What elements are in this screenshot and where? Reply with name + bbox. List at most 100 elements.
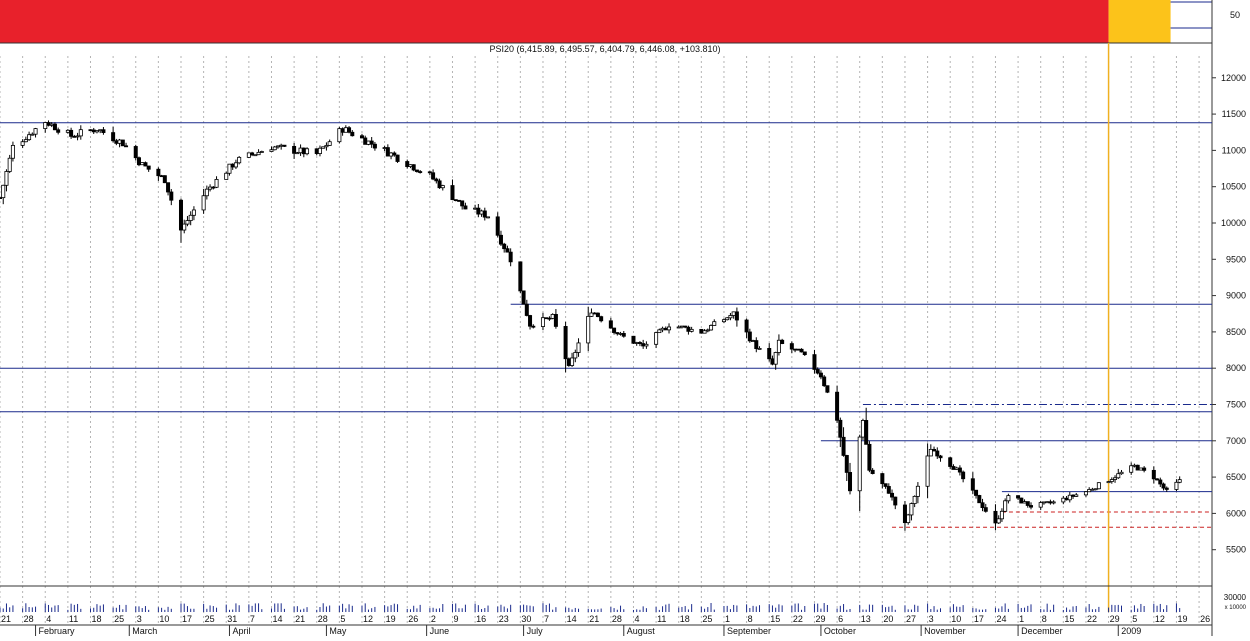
y-tick-label: 8000 bbox=[1226, 363, 1246, 373]
y-tick-label: 7500 bbox=[1226, 399, 1246, 409]
x-day-tick-label: 26 bbox=[1200, 614, 1210, 624]
x-day-tick-label: 26 bbox=[408, 614, 418, 624]
candle-up bbox=[676, 326, 681, 329]
candle-up bbox=[589, 312, 594, 317]
x-day-tick-label: 3 bbox=[929, 614, 934, 624]
x-day-tick-label: 4 bbox=[634, 614, 639, 624]
candle-up bbox=[667, 326, 672, 331]
x-day-tick-label: 17 bbox=[974, 614, 984, 624]
candle-down bbox=[770, 358, 775, 365]
candle-up bbox=[1174, 481, 1179, 490]
candle-down bbox=[799, 348, 804, 353]
x-day-tick-label: 21 bbox=[295, 614, 305, 624]
y-tick-label: 6500 bbox=[1226, 472, 1246, 482]
y-tick-label: 6000 bbox=[1226, 508, 1246, 518]
x-day-tick-label: 12 bbox=[1155, 614, 1165, 624]
candle-up bbox=[43, 122, 48, 129]
candle-up bbox=[382, 147, 387, 149]
candle-up bbox=[253, 154, 258, 157]
candle-up bbox=[4, 171, 9, 186]
x-day-tick-label: 8 bbox=[748, 614, 753, 624]
candle-down bbox=[69, 129, 74, 137]
candle-up bbox=[1119, 471, 1124, 475]
candle-down bbox=[844, 455, 849, 473]
candle-down bbox=[524, 303, 529, 316]
candle-down bbox=[528, 315, 533, 327]
candle-down bbox=[621, 333, 626, 337]
candle-up bbox=[1006, 495, 1011, 502]
candle-up bbox=[479, 210, 484, 215]
candle-down bbox=[612, 327, 617, 333]
candle-up bbox=[540, 317, 545, 327]
candle-down bbox=[88, 129, 93, 132]
candle-up bbox=[570, 357, 575, 366]
candle-down bbox=[744, 319, 749, 333]
candle-up bbox=[389, 152, 394, 157]
x-day-tick-label: 2 bbox=[431, 614, 436, 624]
candle-up bbox=[860, 420, 865, 438]
candle-down bbox=[372, 143, 377, 149]
candle-up bbox=[1, 184, 6, 199]
candle-up bbox=[1074, 494, 1079, 497]
candle-down bbox=[683, 325, 688, 328]
x-day-tick-label: 3 bbox=[137, 614, 142, 624]
candle-up bbox=[1116, 473, 1121, 479]
x-day-tick-label: 21 bbox=[589, 614, 599, 624]
x-day-tick-label: 20 bbox=[883, 614, 893, 624]
x-day-tick-label: 5 bbox=[1132, 614, 1137, 624]
candle-up bbox=[1090, 488, 1095, 491]
candle-up bbox=[317, 147, 322, 154]
candle-down bbox=[166, 182, 171, 193]
candle-up bbox=[321, 146, 326, 149]
candle-down bbox=[456, 199, 461, 202]
candle-down bbox=[395, 154, 400, 162]
x-day-tick-label: 29 bbox=[815, 614, 825, 624]
x-day-tick-label: 5 bbox=[340, 614, 345, 624]
candle-up bbox=[1003, 500, 1008, 512]
candle-up bbox=[343, 127, 348, 133]
candle-down bbox=[825, 385, 830, 393]
candle-down bbox=[250, 152, 255, 156]
candle-down bbox=[870, 469, 875, 474]
x-month-tick-label: October bbox=[824, 626, 856, 636]
candle-up bbox=[773, 352, 778, 365]
candle-down bbox=[789, 343, 794, 350]
candle-up bbox=[78, 129, 83, 137]
candle-up bbox=[224, 172, 229, 180]
volume-scale-sublabel: x 10000 bbox=[1225, 605, 1247, 611]
candle-up bbox=[1087, 489, 1092, 493]
candle-down bbox=[880, 473, 885, 485]
candle-up bbox=[925, 455, 930, 487]
candle-up bbox=[10, 144, 15, 159]
candle-down bbox=[980, 502, 985, 509]
x-day-tick-label: 11 bbox=[69, 614, 78, 624]
x-day-tick-label: 31 bbox=[227, 614, 237, 624]
candle-down bbox=[450, 185, 455, 201]
candle-down bbox=[1019, 497, 1024, 504]
candle-up bbox=[679, 325, 684, 328]
x-day-tick-label: 30 bbox=[521, 614, 531, 624]
candle-down bbox=[637, 342, 642, 344]
candle-down bbox=[864, 420, 869, 445]
candle-down bbox=[460, 200, 465, 207]
x-day-tick-label: 15 bbox=[1064, 614, 1074, 624]
candle-up bbox=[906, 514, 911, 524]
candle-up bbox=[1132, 464, 1137, 467]
candle-up bbox=[550, 314, 555, 319]
x-day-tick-label: 19 bbox=[386, 614, 396, 624]
candle-down bbox=[890, 492, 895, 498]
candle-up bbox=[337, 128, 342, 143]
candle-down bbox=[793, 348, 798, 351]
x-month-tick-label: December bbox=[1021, 626, 1063, 636]
candle-down bbox=[886, 486, 891, 494]
candle-up bbox=[1041, 501, 1046, 504]
candle-down bbox=[133, 146, 138, 159]
candle-up bbox=[1093, 488, 1098, 491]
candle-down bbox=[754, 340, 759, 350]
candle-down bbox=[392, 152, 397, 156]
candle-up bbox=[275, 145, 280, 148]
candle-down bbox=[1048, 501, 1053, 504]
candle-down bbox=[796, 348, 801, 351]
candle-down bbox=[815, 369, 820, 374]
